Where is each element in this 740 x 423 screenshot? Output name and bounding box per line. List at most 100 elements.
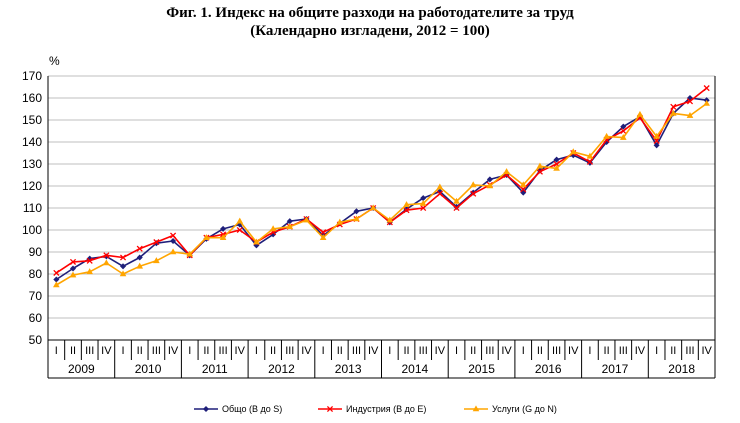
data-point [636, 110, 644, 117]
data-point [569, 148, 577, 155]
y-tick-label: 100 [22, 223, 42, 237]
quarter-label: III [352, 345, 361, 357]
quarter-label: IV [701, 345, 712, 357]
data-point [436, 183, 444, 190]
y-tick-label: 60 [29, 311, 43, 325]
data-point [103, 252, 110, 259]
year-label: 2015 [468, 362, 495, 376]
series-line [55, 87, 708, 274]
data-point [486, 176, 493, 183]
quarter-label: III [419, 345, 428, 357]
quarter-label: IV [368, 345, 379, 357]
data-point [203, 234, 210, 240]
y-tick-label: 160 [22, 91, 42, 105]
legend-item-2: Индустрия (B до E) [318, 404, 426, 414]
year-label: 2013 [335, 362, 362, 376]
data-point [202, 405, 210, 413]
quarter-label: III [152, 345, 161, 357]
data-point-stroke [403, 207, 410, 214]
chart-subtitle: (Календарно изгладени, 2012 = 100) [250, 23, 490, 39]
data-point [119, 254, 127, 261]
quarter-label: I [388, 345, 391, 357]
quarter-label: IV [501, 345, 512, 357]
quarter-label: IV [235, 345, 246, 357]
year-label: 2018 [668, 362, 695, 376]
data-point [620, 123, 627, 130]
data-point [670, 109, 677, 116]
series-line [55, 102, 708, 286]
data-point [120, 263, 127, 270]
data-point [453, 204, 460, 212]
data-point-stroke [586, 158, 593, 165]
data-point [403, 201, 410, 207]
data-point [686, 98, 694, 105]
data-point [319, 234, 327, 240]
quarter-label: I [55, 345, 58, 357]
legend-label: Общо (B до S) [222, 404, 282, 414]
quarter-label: III [85, 345, 94, 357]
quarter-label: II [537, 345, 543, 357]
quarter-label: III [219, 345, 228, 357]
data-point [603, 132, 610, 139]
data-point [86, 257, 93, 264]
data-point [619, 133, 627, 140]
data-point [419, 199, 427, 206]
data-point [153, 257, 160, 264]
data-point [670, 103, 677, 110]
data-point [703, 85, 710, 92]
data-point [686, 111, 694, 118]
data-point-stroke [326, 405, 334, 413]
data-point [69, 258, 77, 265]
quarter-label: IV [635, 345, 646, 357]
chart-title: Фиг. 1. Индекс на общите разходи на рабо… [166, 5, 574, 21]
data-point [186, 250, 194, 257]
y-tick-label: 80 [29, 267, 43, 281]
data-point-stroke [703, 85, 710, 92]
data-point-stroke [236, 226, 243, 234]
legend-item-3: Услуги (G до N) [464, 404, 557, 414]
data-point-stroke [620, 127, 627, 135]
y-tick-label: 90 [29, 245, 43, 259]
data-point [336, 218, 344, 225]
data-point-stroke [119, 254, 127, 261]
data-point [586, 158, 593, 165]
data-point [236, 217, 244, 224]
data-point-stroke [86, 257, 93, 264]
data-point-stroke [103, 252, 110, 259]
data-point-stroke [670, 103, 677, 110]
data-point [653, 132, 660, 139]
data-point [136, 254, 143, 261]
gridlines [48, 75, 715, 341]
data-point-stroke [153, 239, 160, 246]
data-point [119, 270, 127, 277]
data-point [69, 265, 77, 272]
year-label: 2017 [602, 362, 629, 376]
quarter-label: III [285, 345, 294, 357]
data-point [520, 186, 527, 193]
quarter-label: I [522, 345, 525, 357]
data-point [103, 259, 110, 266]
quarter-label: II [670, 345, 676, 357]
data-point [469, 181, 477, 188]
data-point [503, 168, 510, 174]
y-tick-label: 120 [22, 179, 42, 193]
quarter-label: I [188, 345, 191, 357]
data-point [620, 127, 627, 135]
data-point-stroke [420, 204, 427, 212]
data-point [170, 237, 177, 245]
data-point-stroke [686, 98, 694, 105]
quarter-label: I [588, 345, 591, 357]
data-point [53, 281, 60, 288]
y-tick-label: 130 [22, 157, 42, 171]
quarter-label: I [455, 345, 458, 357]
data-point [320, 229, 327, 236]
data-point-stroke [520, 186, 527, 193]
data-point [519, 181, 527, 188]
quarter-label: I [255, 345, 258, 357]
data-point [353, 208, 360, 215]
year-label: 2014 [401, 362, 428, 376]
y-tick-label: 50 [29, 333, 43, 347]
data-point [553, 164, 560, 171]
y-tick-label: 110 [23, 201, 42, 215]
